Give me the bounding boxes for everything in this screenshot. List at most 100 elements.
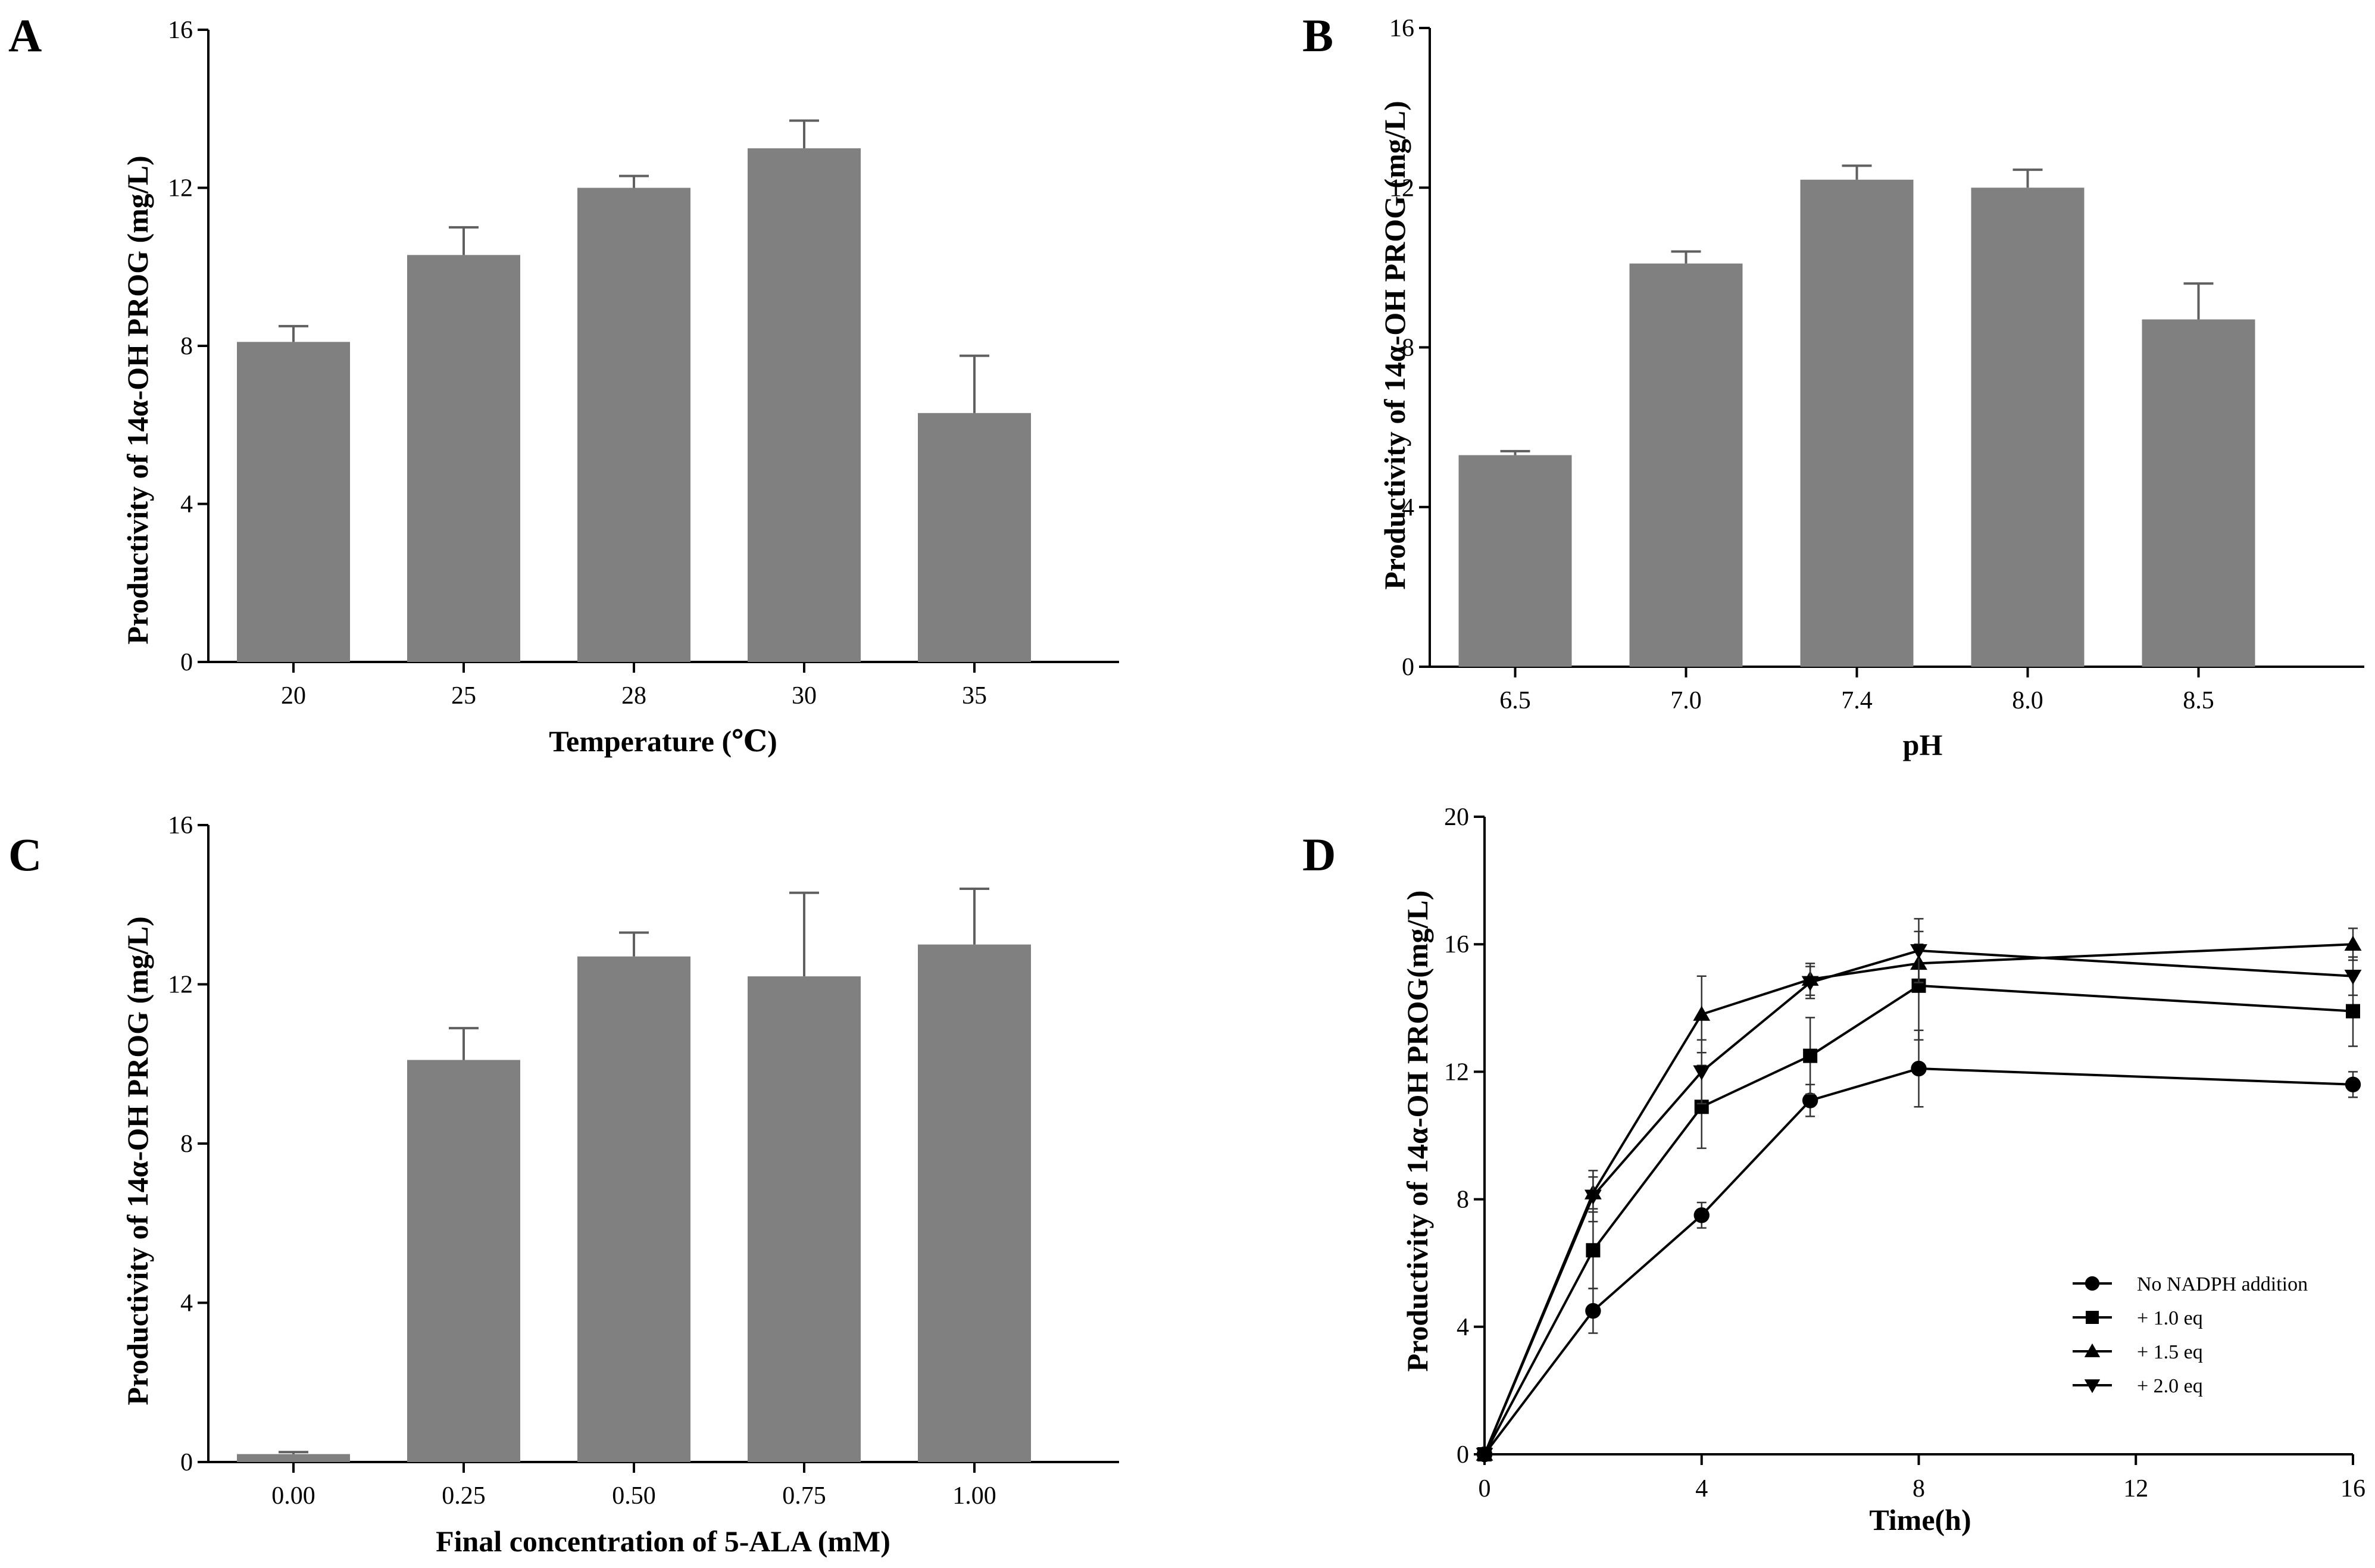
panel-c-letter: C <box>8 829 42 880</box>
panel-c-x-tick-label: 0.75 <box>782 1482 826 1510</box>
panel-d-series-4-point <box>1476 1448 1493 1463</box>
panel-d-series-4-point <box>1910 944 1927 960</box>
panel-a-bar <box>748 148 861 662</box>
panel-a-y-tick-label: 4 <box>180 491 193 518</box>
panel-d-series-2-legend-label: + 1.0 eq <box>2137 1307 2203 1329</box>
panel-c-x-tick-label: 1.00 <box>952 1482 996 1510</box>
panel-d-series-4-point <box>2344 969 2362 985</box>
panel-b-letter: B <box>1302 10 1333 61</box>
panel-b-plot: 0 4 8 12 16 6.5 7.0 7.4 8.0 8.5 <box>1389 15 2364 714</box>
panel-a: A Productivity of 14α-OH PROG (mg/L) Tem… <box>8 10 1119 758</box>
panel-d-series-1-line <box>1483 1067 2354 1455</box>
panel-c-bar <box>748 976 861 1462</box>
panel-a-y-axis-title: Productivity of 14α-OH PROG (mg/L) <box>121 155 154 644</box>
panel-a-x-tick-label: 20 <box>281 682 306 710</box>
panel-c-y-tick-label: 12 <box>168 972 193 999</box>
panel-d-x-tick-label: 4 <box>1695 1475 1708 1503</box>
panel-d: D Productivity of 14α-OH PROG(mg/L) Time… <box>1302 804 2365 1536</box>
panel-d-series-4-legend-marker <box>2084 1379 2101 1394</box>
panel-d-series-4-point <box>1801 976 1819 991</box>
panel-d-y-tick-label: 8 <box>1457 1186 1469 1214</box>
panel-d-series-4-point <box>1693 1065 1711 1080</box>
panel-b-x-tick-label: 7.4 <box>1841 687 1873 714</box>
panel-d-series-2-point <box>2346 1004 2360 1019</box>
panel-d-series-1-point <box>1911 1060 1927 1077</box>
panel-c-plot: 0 4 8 12 16 0.00 0.25 0.50 0.75 1.00 <box>168 812 1119 1510</box>
panel-d-y-tick-label: 20 <box>1444 804 1469 831</box>
panel-d-series-1-point <box>1693 1207 1710 1223</box>
panel-d-series-3-legend-label: + 1.5 eq <box>2137 1341 2203 1363</box>
panel-b-x-tick-label: 8.0 <box>2012 687 2043 714</box>
panel-d-series-1-point <box>2345 1076 2361 1093</box>
panel-d-series-4-legend-label: + 2.0 eq <box>2137 1375 2203 1397</box>
panel-d-y-tick-label: 16 <box>1444 931 1469 958</box>
panel-a-x-tick-label: 28 <box>621 682 646 710</box>
panel-c-bar <box>237 1454 350 1462</box>
panel-c-x-tick-label: 0.25 <box>442 1482 486 1510</box>
panel-a-y-tick-label: 12 <box>168 175 193 202</box>
panel-b-bar <box>1629 263 1743 667</box>
panel-a-y-tick-label: 16 <box>168 17 193 44</box>
panel-c-y-tick-label: 16 <box>168 812 193 839</box>
panel-d-y-tick-label: 0 <box>1457 1441 1469 1469</box>
panel-d-series-1-legend-marker <box>2085 1276 2100 1291</box>
panel-d-x-tick-label: 8 <box>1912 1475 1925 1503</box>
panel-c-y-tick-label: 0 <box>180 1449 193 1476</box>
panel-d-series-4-point <box>1584 1189 1602 1205</box>
panel-d-series-1-legend-label: No NADPH addition <box>2137 1273 2308 1295</box>
panel-b-y-tick-label: 4 <box>1402 494 1414 521</box>
panel-b-x-tick-label: 6.5 <box>1499 687 1531 714</box>
panel-c-x-tick-label: 0.00 <box>271 1482 315 1510</box>
panel-b-y-tick-label: 8 <box>1402 335 1414 362</box>
panel-d-series-1-point <box>1802 1092 1818 1108</box>
panel-d-y-axis-title: Productivity of 14α-OH PROG(mg/L) <box>1401 891 1434 1372</box>
panel-d-series-2-point <box>1586 1243 1601 1258</box>
panel-b-x-tick-label: 7.0 <box>1670 687 1702 714</box>
panel-c-x-tick-label: 0.50 <box>612 1482 656 1510</box>
panel-a-letter: A <box>8 10 42 61</box>
panel-d-series-3-legend-marker <box>2084 1343 2101 1357</box>
panel-c-y-tick-label: 8 <box>180 1130 193 1158</box>
panel-d-plot: 0 4 8 12 16 20 0 4 8 12 16 <box>1444 804 2365 1503</box>
panel-a-bar <box>407 255 520 662</box>
panel-a-x-axis-title: Temperature (℃) <box>549 724 777 758</box>
panel-d-y-tick-label: 4 <box>1457 1314 1469 1341</box>
panel-d-series-3-point <box>2344 935 2362 951</box>
panel-b-bar <box>1971 188 2085 667</box>
panel-a-bar <box>918 413 1031 662</box>
panel-d-letter: D <box>1302 829 1336 880</box>
panel-b-y-axis-title: Productivity of 14α-OH PROG (mg/L) <box>1378 101 1411 589</box>
panel-d-y-tick-label: 12 <box>1444 1058 1469 1086</box>
panel-b-y-tick-label: 0 <box>1402 654 1414 681</box>
panel-b-x-tick-label: 8.5 <box>2183 687 2214 714</box>
panel-d-legend: No NADPH addition + 1.0 eq + 1.5 eq + 2.0 e… <box>2073 1273 2308 1397</box>
panel-c-y-tick-label: 4 <box>180 1290 193 1317</box>
panel-d-x-tick-label: 12 <box>2123 1475 2148 1503</box>
panel-d-x-tick-label: 0 <box>1479 1475 1491 1503</box>
panel-a-y-tick-label: 8 <box>180 333 193 360</box>
panel-a-x-tick-label: 35 <box>962 682 987 710</box>
panel-c-y-axis-title: Productivity of 14α-OH PROG (mg/L) <box>121 916 154 1405</box>
panel-a-y-tick-label: 0 <box>180 649 193 676</box>
panel-a-bar <box>577 188 690 662</box>
panel-a-bar <box>237 342 350 662</box>
panel-a-x-tick-label: 30 <box>792 682 817 710</box>
panel-b-bar <box>1800 179 1914 667</box>
panel-d-x-axis-title: Time(h) <box>1869 1503 1971 1536</box>
panel-d-series-3-point <box>1693 1005 1711 1021</box>
panel-b: B Productivity of 14α-OH PROG (mg/L) pH … <box>1302 10 2364 761</box>
panel-b-bar <box>1458 455 1572 667</box>
panel-a-plot: 0 4 8 12 16 20 25 28 30 35 <box>168 17 1119 710</box>
panel-d-series-1-point <box>1585 1302 1601 1319</box>
panel-d-series-2-line <box>1483 984 2354 1455</box>
panel-d-series-2-point <box>1803 1048 1818 1063</box>
panel-c-x-axis-title: Final concentration of 5-ALA (mM) <box>436 1525 890 1558</box>
panel-c-bar <box>577 956 690 1462</box>
panel-d-series-2-legend-marker <box>2086 1311 2099 1324</box>
panel-d-x-tick-label: 16 <box>2340 1475 2365 1503</box>
panel-b-x-axis-title: pH <box>1903 728 1943 761</box>
panel-d-series-4-line <box>1483 949 2354 1455</box>
panel-c: C Productivity of 14α-OH PROG (mg/L) Fin… <box>8 812 1119 1558</box>
panel-c-bar <box>918 944 1031 1462</box>
